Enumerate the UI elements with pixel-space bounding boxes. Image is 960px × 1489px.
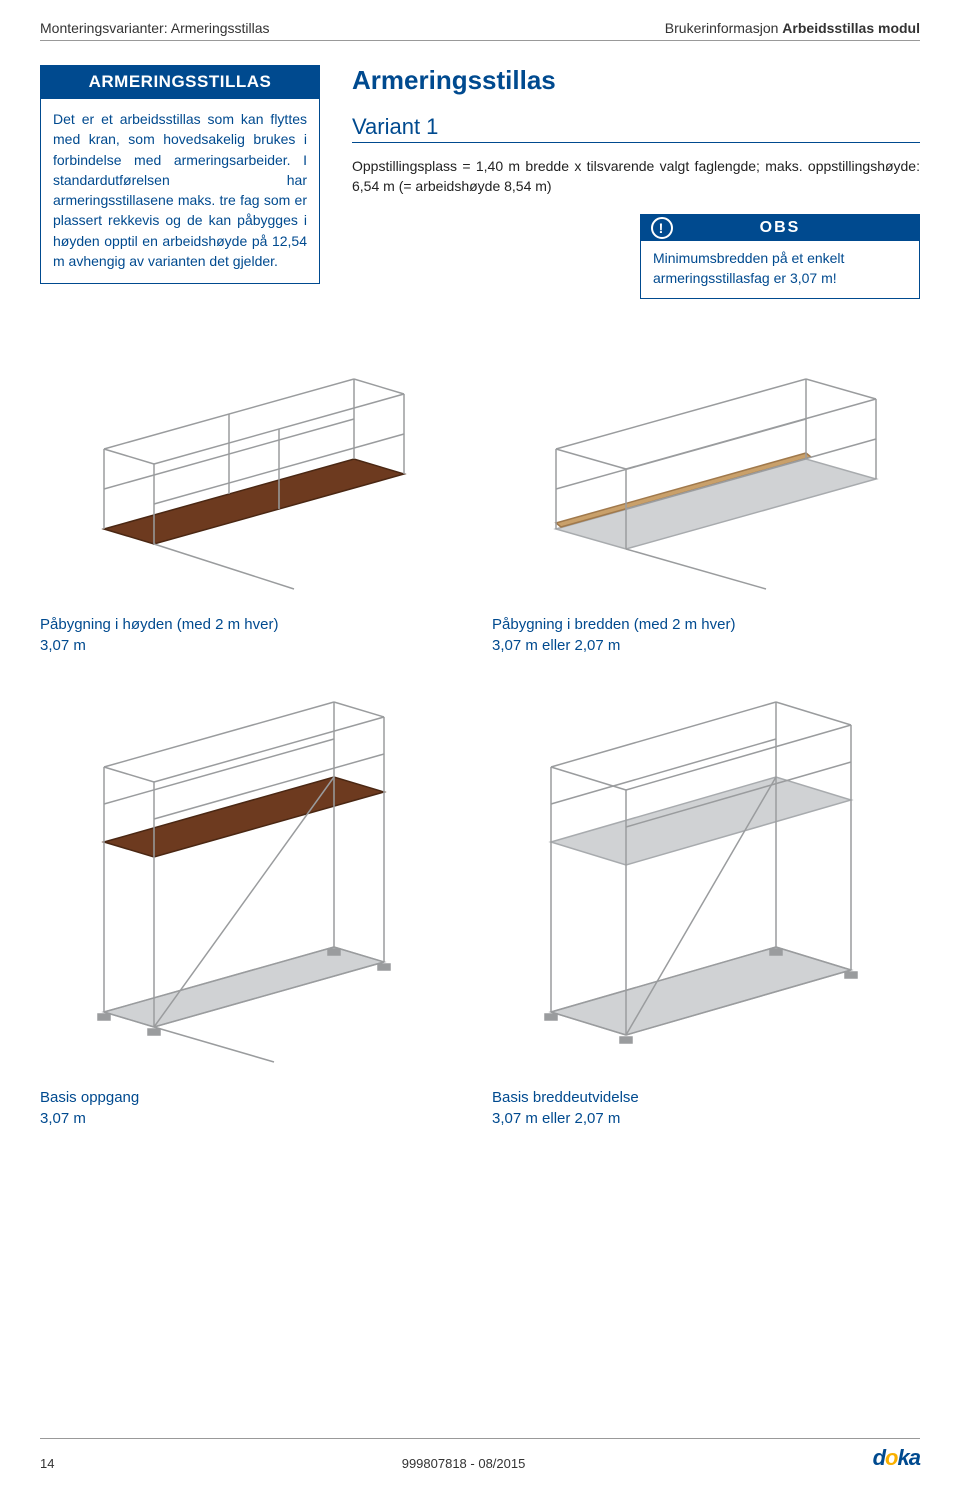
figure-row-1 [40, 339, 920, 604]
main-paragraph: Oppstillingsplass = 1,40 m bredde x tils… [352, 157, 920, 196]
obs-callout: ! OBS Minimumsbredden på et enkelt armer… [640, 214, 920, 299]
sidebar-title: ARMERINGSSTILLAS [40, 65, 320, 99]
obs-body: Minimumsbredden på et enkelt armeringsst… [641, 241, 919, 298]
sidebar-body: Det er et arbeidsstillas som kan flyttes… [40, 99, 320, 284]
figure-row-2 [40, 692, 920, 1077]
caption-top-right: Påbygning i bredden (med 2 m hver) 3,07 … [492, 614, 920, 656]
header-left: Monteringsvarianter: Armeringsstillas [40, 20, 270, 36]
caption-row-2: Basis oppgang 3,07 m Basis breddeutvidel… [40, 1087, 920, 1129]
doc-reference: 999807818 - 08/2015 [402, 1456, 526, 1471]
scaffold-base-width-icon [496, 692, 916, 1072]
obs-title: OBS [760, 219, 801, 237]
page-header: Monteringsvarianter: Armeringsstillas Br… [40, 20, 920, 41]
scaffold-height-module-icon [44, 339, 464, 599]
figure-bottom-left [40, 692, 468, 1077]
doka-logo: doka [873, 1445, 920, 1471]
header-right: Brukerinformasjon Arbeidsstillas modul [665, 20, 920, 36]
alert-icon: ! [651, 217, 673, 239]
page-footer: 14 999807818 - 08/2015 doka [40, 1438, 920, 1471]
caption-bottom-right: Basis breddeutvidelse 3,07 m eller 2,07 … [492, 1087, 920, 1129]
sidebar-callout: ARMERINGSSTILLAS Det er et arbeidsstilla… [40, 65, 320, 299]
page-number: 14 [40, 1456, 54, 1471]
scaffold-base-stair-icon [44, 692, 464, 1072]
caption-top-left: Påbygning i høyden (med 2 m hver) 3,07 m [40, 614, 468, 656]
figure-bottom-right [492, 692, 920, 1077]
caption-row-1: Påbygning i høyden (med 2 m hver) 3,07 m… [40, 614, 920, 656]
caption-bottom-left: Basis oppgang 3,07 m [40, 1087, 468, 1129]
figure-top-left [40, 339, 468, 604]
scaffold-width-module-icon [496, 339, 916, 599]
figure-top-right [492, 339, 920, 604]
main-title: Armeringsstillas [352, 65, 920, 96]
variant-title: Variant 1 [352, 114, 920, 143]
obs-title-bar: ! OBS [641, 215, 919, 241]
